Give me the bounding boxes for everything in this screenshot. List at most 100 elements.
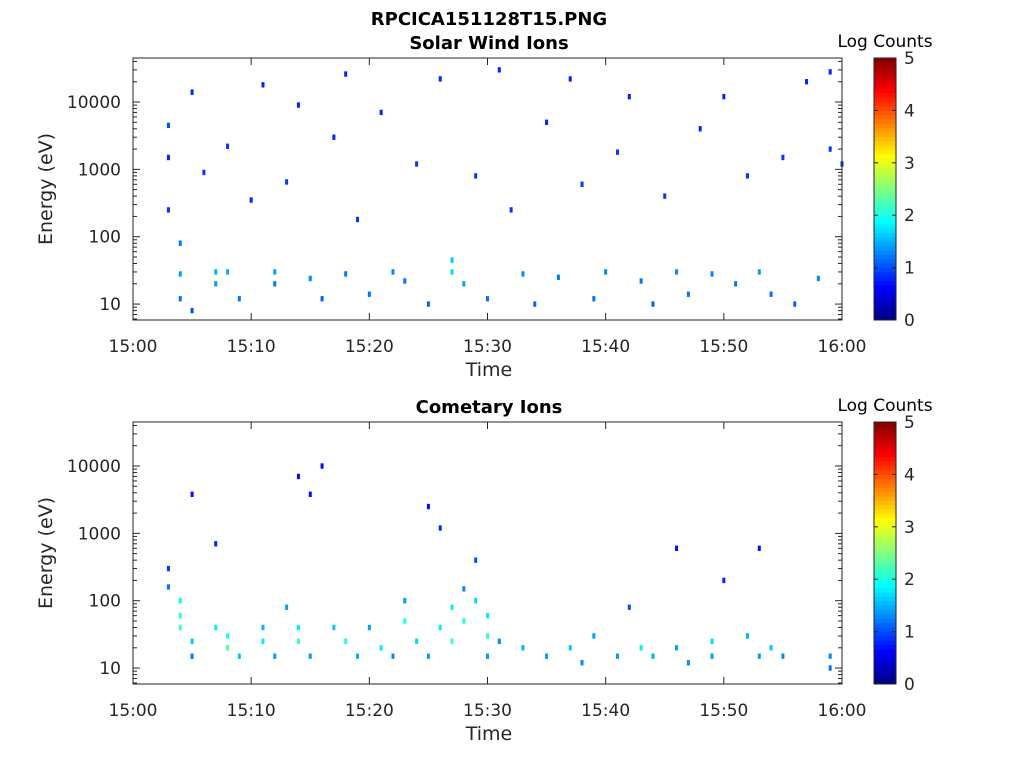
colorbar-segment xyxy=(874,640,896,645)
colorbar-segment xyxy=(874,249,896,255)
colorbar-segment xyxy=(874,605,896,611)
heatmap-cell xyxy=(828,665,832,671)
y-tick-label: 10000 xyxy=(67,93,121,113)
colorbar-segment xyxy=(874,271,896,277)
heatmap-cell xyxy=(344,638,348,644)
colorbar-segment xyxy=(874,149,896,155)
heatmap-cell xyxy=(793,301,797,307)
heatmap-cell xyxy=(214,541,218,547)
heatmap-cell xyxy=(415,638,419,644)
heatmap-cell xyxy=(781,653,785,659)
colorbar-segment xyxy=(874,570,896,576)
heatmap-cell xyxy=(781,154,785,161)
heatmap-cell xyxy=(320,296,324,302)
colorbar-segment xyxy=(874,88,896,94)
colorbar-segment xyxy=(874,469,896,475)
heatmap-cell xyxy=(651,301,655,307)
heatmap-cell xyxy=(474,557,478,563)
heatmap-cell xyxy=(710,653,714,659)
x-tick-label: 15:30 xyxy=(463,337,512,357)
heatmap-cell xyxy=(450,604,454,610)
panel-title: Cometary Ions xyxy=(416,397,563,418)
heatmap-cell xyxy=(734,281,738,287)
heatmap-cell xyxy=(178,624,182,631)
colorbar-segment xyxy=(874,626,896,632)
colorbar-segment xyxy=(874,306,896,312)
heatmap-cell xyxy=(226,269,230,275)
heatmap-cell xyxy=(828,146,832,152)
heatmap-cell xyxy=(296,624,300,631)
colorbar-segment xyxy=(874,145,896,150)
heatmap-cell xyxy=(497,67,501,73)
colorbar-segment xyxy=(874,280,896,286)
heatmap-cell xyxy=(757,269,761,275)
heatmap-cell xyxy=(521,271,525,277)
colorbar-segment xyxy=(874,600,896,606)
heatmap-cell xyxy=(356,216,360,223)
heatmap-cell xyxy=(828,653,832,659)
x-axis: 15:00 15:10 15:20 15:30 15:40 15:50 16:00 xyxy=(109,58,867,357)
colorbar-segment xyxy=(874,223,896,229)
colorbar-segment xyxy=(874,62,896,68)
colorbar-segment xyxy=(874,262,896,268)
colorbar-segment xyxy=(874,166,896,172)
colorbar-frame xyxy=(873,57,897,321)
colorbar-segment xyxy=(874,184,896,190)
colorbar-segment xyxy=(874,315,896,321)
colorbar-segment xyxy=(874,583,896,589)
heatmap-cell xyxy=(190,307,194,314)
colorbar-segment xyxy=(874,552,896,558)
heatmap-cell xyxy=(261,82,265,88)
heatmap-cell xyxy=(344,271,348,277)
colorbar-tick-label: 4 xyxy=(904,101,915,121)
colorbar-segment xyxy=(874,670,896,676)
colorbar-segment xyxy=(874,101,896,107)
x-tick-label: 15:00 xyxy=(109,337,158,357)
heatmap-cell xyxy=(178,612,182,619)
heatmap-cell xyxy=(308,275,312,282)
heatmap-cell xyxy=(249,197,253,203)
colorbar-segment xyxy=(874,456,896,462)
heatmap-cell xyxy=(450,269,454,275)
heatmap-cell xyxy=(639,645,643,651)
colorbar-segment xyxy=(874,495,896,501)
colorbar-segment xyxy=(874,596,896,602)
panel-title: Solar Wind Ions xyxy=(409,33,568,54)
colorbar-segment xyxy=(874,474,896,480)
heatmap-cell xyxy=(190,89,194,95)
heatmap-cell xyxy=(261,624,265,631)
colorbar-tick-label: 2 xyxy=(904,206,915,226)
heatmap-cell xyxy=(686,291,690,297)
heatmap-cell xyxy=(486,612,489,619)
heatmap-cell xyxy=(438,624,442,631)
colorbar-segment xyxy=(874,461,896,466)
heatmap-cell xyxy=(828,69,832,75)
heatmap-cell xyxy=(568,645,572,651)
colorbar-segment xyxy=(874,245,896,251)
heatmap-cell xyxy=(202,169,206,176)
heatmap-cell xyxy=(627,604,631,610)
heatmap-cell xyxy=(486,633,489,639)
colorbar-segment xyxy=(874,276,896,281)
colorbar-segment xyxy=(874,267,896,273)
heatmap-cells xyxy=(166,67,844,314)
heatmap-cell xyxy=(627,93,631,100)
heatmap-cell xyxy=(166,154,170,161)
colorbar-segment xyxy=(874,430,896,436)
colorbar-segment xyxy=(874,236,896,242)
colorbar-segment xyxy=(874,140,896,146)
heatmap-cell xyxy=(178,271,182,277)
heatmap-cell xyxy=(166,122,170,129)
y-tick-label: 10000 xyxy=(67,457,121,477)
colorbar-segment xyxy=(874,293,896,299)
heatmap-cell xyxy=(332,624,336,631)
y-axis-label: Energy (eV) xyxy=(35,497,57,609)
heatmap-cell xyxy=(675,645,679,651)
x-tick-label: 15:30 xyxy=(463,701,512,721)
colorbar-segment xyxy=(874,179,896,185)
colorbar-label: Log Counts xyxy=(837,32,932,52)
y-tick-label: 10 xyxy=(99,295,121,315)
colorbar-segment xyxy=(874,443,896,449)
